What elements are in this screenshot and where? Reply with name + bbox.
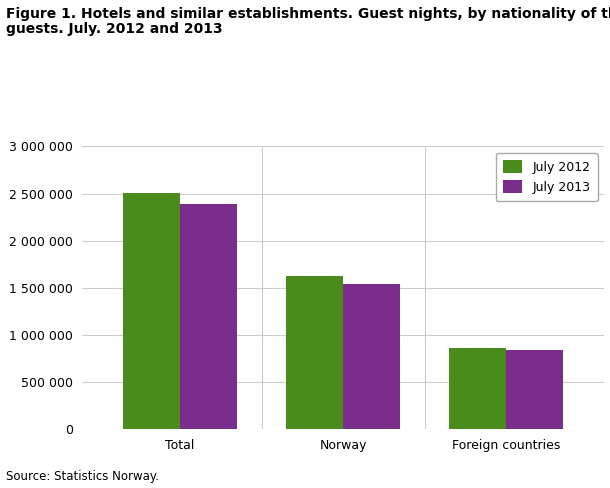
Bar bbox=[343, 284, 400, 429]
Bar bbox=[286, 276, 343, 429]
Bar bbox=[506, 350, 563, 429]
Bar bbox=[123, 193, 180, 429]
Text: Figure 1. Hotels and similar establishments. Guest nights, by nationality of the: Figure 1. Hotels and similar establishme… bbox=[6, 7, 610, 21]
Legend: July 2012, July 2013: July 2012, July 2013 bbox=[496, 153, 598, 201]
Bar bbox=[449, 348, 506, 429]
Text: Source: Statistics Norway.: Source: Statistics Norway. bbox=[6, 470, 159, 483]
Text: guests. July. 2012 and 2013: guests. July. 2012 and 2013 bbox=[6, 22, 223, 36]
Bar bbox=[180, 204, 237, 429]
